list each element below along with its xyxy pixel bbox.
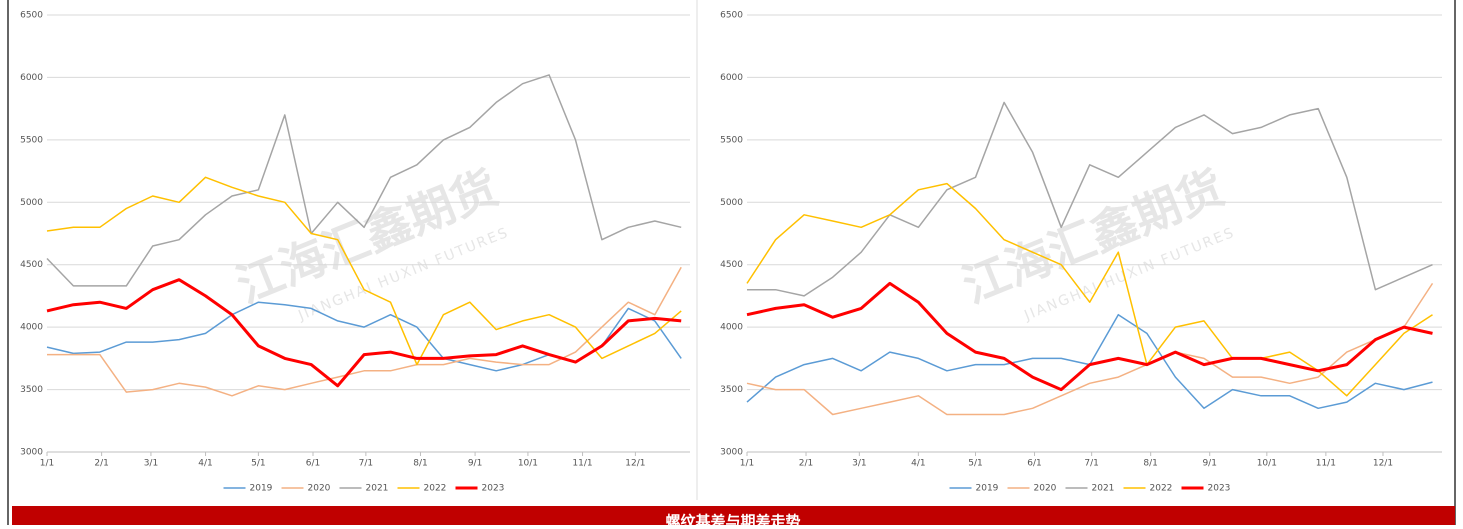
legend-label: 2019 [976, 484, 999, 494]
x-tick-label: 1/1 [740, 459, 754, 469]
x-tick-label: 12/1 [625, 459, 645, 469]
y-tick-label: 5500 [20, 135, 43, 145]
x-tick-label: 8/1 [413, 459, 427, 469]
banner [12, 506, 1455, 525]
series-line [46, 278, 682, 388]
series-line [46, 176, 682, 366]
x-tick-label: 9/1 [468, 459, 482, 469]
x-tick-label: 5/1 [968, 459, 982, 469]
x-tick-label: 10/1 [518, 459, 538, 469]
y-tick-label: 3000 [20, 448, 43, 458]
series-line [746, 281, 1433, 392]
y-tick-label: 4500 [20, 260, 43, 270]
x-tick-label: 7/1 [1084, 459, 1098, 469]
legend-label: 2021 [1092, 484, 1115, 494]
legend-label: 2022 [424, 484, 447, 494]
x-tick-label: 10/1 [1257, 459, 1277, 469]
x-tick-label: 7/1 [359, 459, 373, 469]
x-tick-label: 3/1 [852, 459, 866, 469]
legend-label: 2019 [250, 484, 273, 494]
y-tick-label: 6500 [20, 11, 43, 21]
x-tick-label: 2/1 [94, 459, 108, 469]
legend-label: 2021 [366, 484, 389, 494]
series-line [746, 282, 1434, 416]
y-tick-label: 5500 [720, 135, 743, 145]
x-tick-label: 2/1 [799, 459, 813, 469]
y-tick-label: 4000 [20, 323, 43, 333]
series-line [746, 313, 1433, 410]
legend-label: 2022 [1150, 484, 1173, 494]
x-tick-label: 1/1 [40, 459, 54, 469]
x-tick-label: 8/1 [1143, 459, 1157, 469]
y-tick-label: 3500 [20, 385, 43, 395]
legend-label: 2020 [1034, 484, 1057, 494]
y-tick-label: 3500 [720, 385, 743, 395]
x-tick-label: 12/1 [1373, 459, 1393, 469]
x-tick-label: 4/1 [911, 459, 925, 469]
y-tick-label: 6500 [720, 11, 743, 21]
y-tick-label: 5000 [20, 198, 43, 208]
y-tick-label: 5000 [720, 198, 743, 208]
series-line [47, 266, 682, 397]
x-tick-label: 9/1 [1202, 459, 1216, 469]
x-tick-label: 11/1 [1316, 459, 1336, 469]
series-line [46, 74, 682, 287]
y-tick-label: 3000 [720, 448, 743, 458]
series-line [747, 101, 1433, 297]
x-tick-label: 11/1 [572, 459, 592, 469]
series-line [46, 301, 682, 372]
y-tick-label: 6000 [20, 73, 43, 83]
y-tick-label: 6000 [720, 73, 743, 83]
y-tick-label: 4500 [720, 260, 743, 270]
legend-label: 2023 [1208, 484, 1231, 494]
x-tick-label: 6/1 [1027, 459, 1041, 469]
x-tick-label: 6/1 [306, 459, 320, 469]
x-tick-label: 5/1 [251, 459, 265, 469]
y-tick-label: 4000 [720, 323, 743, 333]
x-tick-label: 4/1 [198, 459, 212, 469]
legend-label: 2023 [482, 484, 505, 494]
legend-label: 2020 [308, 484, 331, 494]
x-tick-label: 3/1 [144, 459, 158, 469]
banner-title: 螺纹基差与期差走势 [665, 513, 800, 526]
